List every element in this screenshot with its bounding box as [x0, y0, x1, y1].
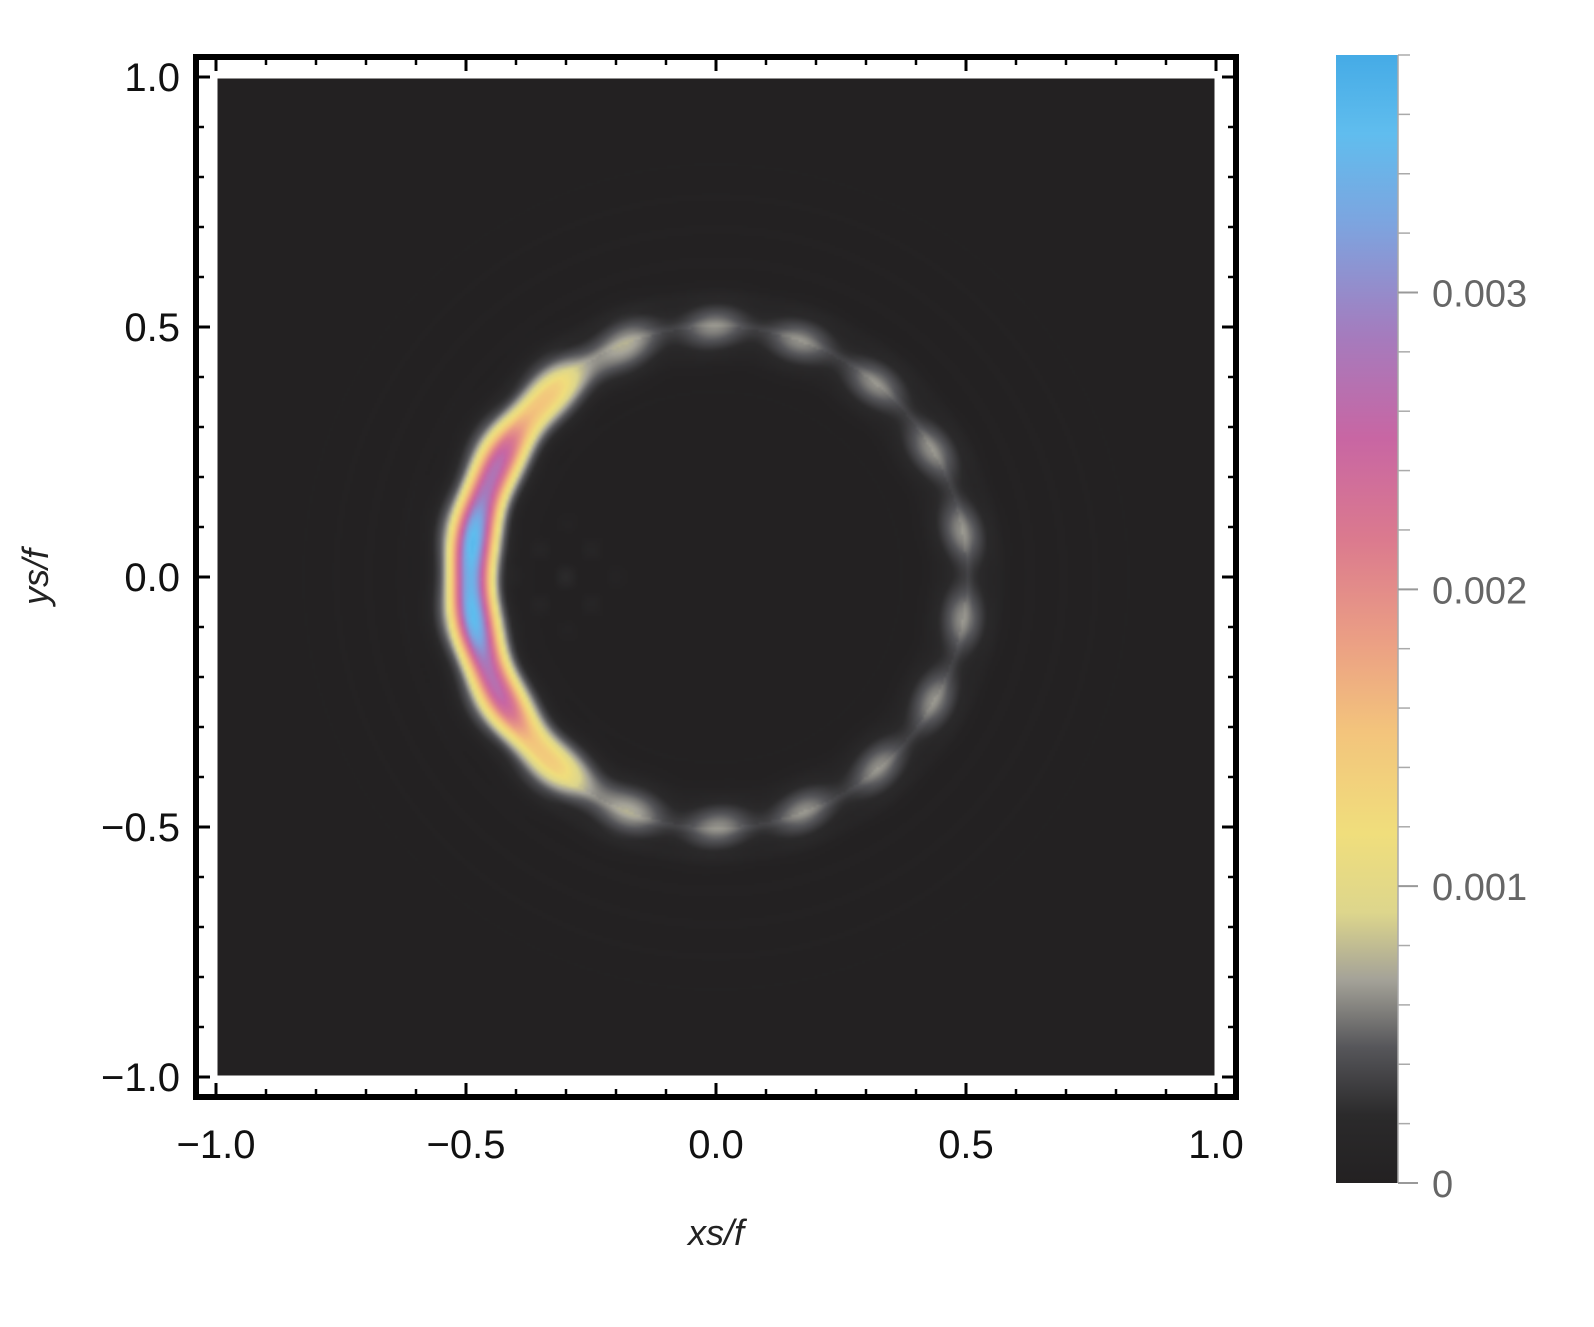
y-tick-label: −0.5	[101, 806, 180, 850]
heatmap-image	[216, 77, 1216, 1077]
colorbar-tick-label: 0.003	[1432, 273, 1527, 315]
y-tick-label: 1.0	[124, 56, 180, 100]
x-tick-label: −0.5	[427, 1123, 506, 1167]
y-tick-label: 0.5	[124, 306, 180, 350]
y-tick-label: −1.0	[101, 1056, 180, 1100]
colorbar-tick-label: 0.002	[1432, 570, 1527, 612]
colorbar-gradient	[1336, 55, 1398, 1183]
x-tick-label: −1.0	[177, 1123, 256, 1167]
x-tick-label: 0.0	[688, 1123, 744, 1167]
plot-inner-border	[214, 75, 1218, 1079]
x-tick-label: 1.0	[1188, 1123, 1244, 1167]
frame-ticks	[196, 57, 1236, 1097]
plot-area	[193, 54, 1239, 1100]
colorbar: 0 0.001 0.002 0.003	[1336, 54, 1527, 1206]
colorbar-tick-label: 0.001	[1432, 867, 1527, 909]
x-tick-label: 0.5	[938, 1123, 994, 1167]
y-tick-labels: 1.0 0.5 0.0 −0.5 −1.0	[101, 56, 180, 1100]
x-axis-label: xs/f	[686, 1212, 748, 1253]
x-tick-labels: −1.0 −0.5 0.0 0.5 1.0	[177, 1123, 1244, 1167]
colorbar-tick-label: 0	[1432, 1164, 1453, 1206]
y-tick-label: 0.0	[124, 556, 180, 600]
colorbar-ticks: 0 0.001 0.002 0.003	[1398, 54, 1527, 1206]
y-axis-label: ys/f	[15, 545, 56, 608]
